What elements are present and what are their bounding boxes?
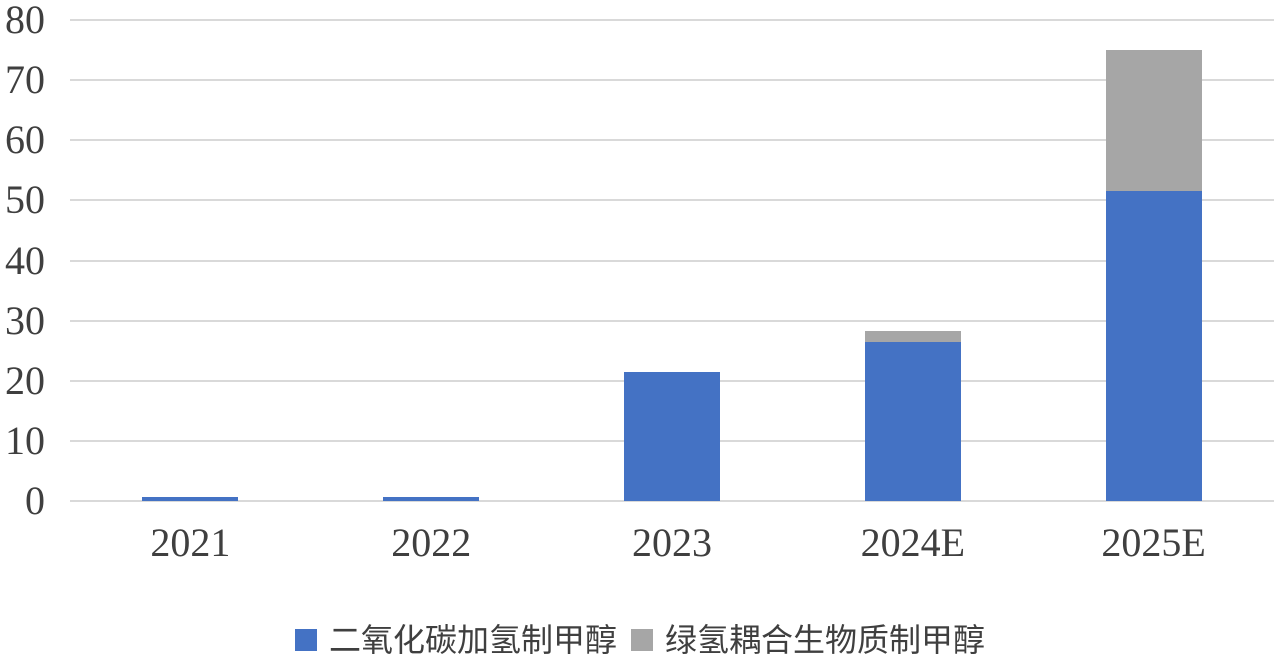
legend-swatch-blue: [294, 629, 317, 651]
x-tick-label-2023: 2023: [631, 520, 712, 565]
x-tick-label-2025E: 2025E: [1101, 520, 1206, 565]
bar-2025E-series-1: [1105, 191, 1202, 501]
gridline-70: [70, 79, 1274, 82]
gridline-30: [70, 319, 1274, 322]
legend-swatch-gray: [631, 629, 653, 651]
bar-2025E-series-2: [1105, 50, 1202, 192]
bar-2022-series-1: [383, 497, 480, 501]
gridline-60: [70, 139, 1274, 142]
x-tick-label-2024E: 2024E: [860, 520, 965, 565]
legend-item-series-1: 二氧化碳加氢制甲醇: [294, 622, 617, 658]
y-tick-label-30: 30: [5, 297, 45, 343]
legend-label-series-1: 二氧化碳加氢制甲醇: [328, 622, 617, 658]
y-tick-label-50: 50: [5, 177, 45, 223]
y-tick-label-60: 60: [5, 117, 45, 163]
legend-item-series-2: 绿氢耦合生物质制甲醇: [631, 622, 985, 658]
bar-2021-series-1: [142, 497, 239, 501]
x-tick-label-2022: 2022: [391, 520, 472, 565]
y-tick-label-80: 80: [5, 0, 45, 42]
gridline-0: [70, 500, 1274, 502]
y-tick-label-0: 0: [25, 478, 45, 523]
bar-2024E-series-1: [864, 341, 961, 501]
y-tick-label-70: 70: [5, 57, 45, 103]
legend: 二氧化碳加氢制甲醇 绿氢耦合生物质制甲醇: [0, 622, 1280, 658]
gridline-50: [70, 199, 1274, 202]
y-tick-label-10: 10: [5, 417, 45, 463]
y-tick-label-40: 40: [5, 237, 45, 283]
bar-2023-series-1: [624, 371, 720, 501]
legend-label-series-2: 绿氢耦合生物质制甲醇: [665, 622, 986, 658]
y-tick-label-20: 20: [5, 357, 45, 403]
x-tick-label-2021: 2021: [150, 520, 231, 565]
gridline-80: [70, 19, 1274, 21]
plot-area: [70, 19, 1274, 502]
bar-2024E-series-2: [864, 330, 961, 342]
gridline-40: [70, 259, 1274, 262]
